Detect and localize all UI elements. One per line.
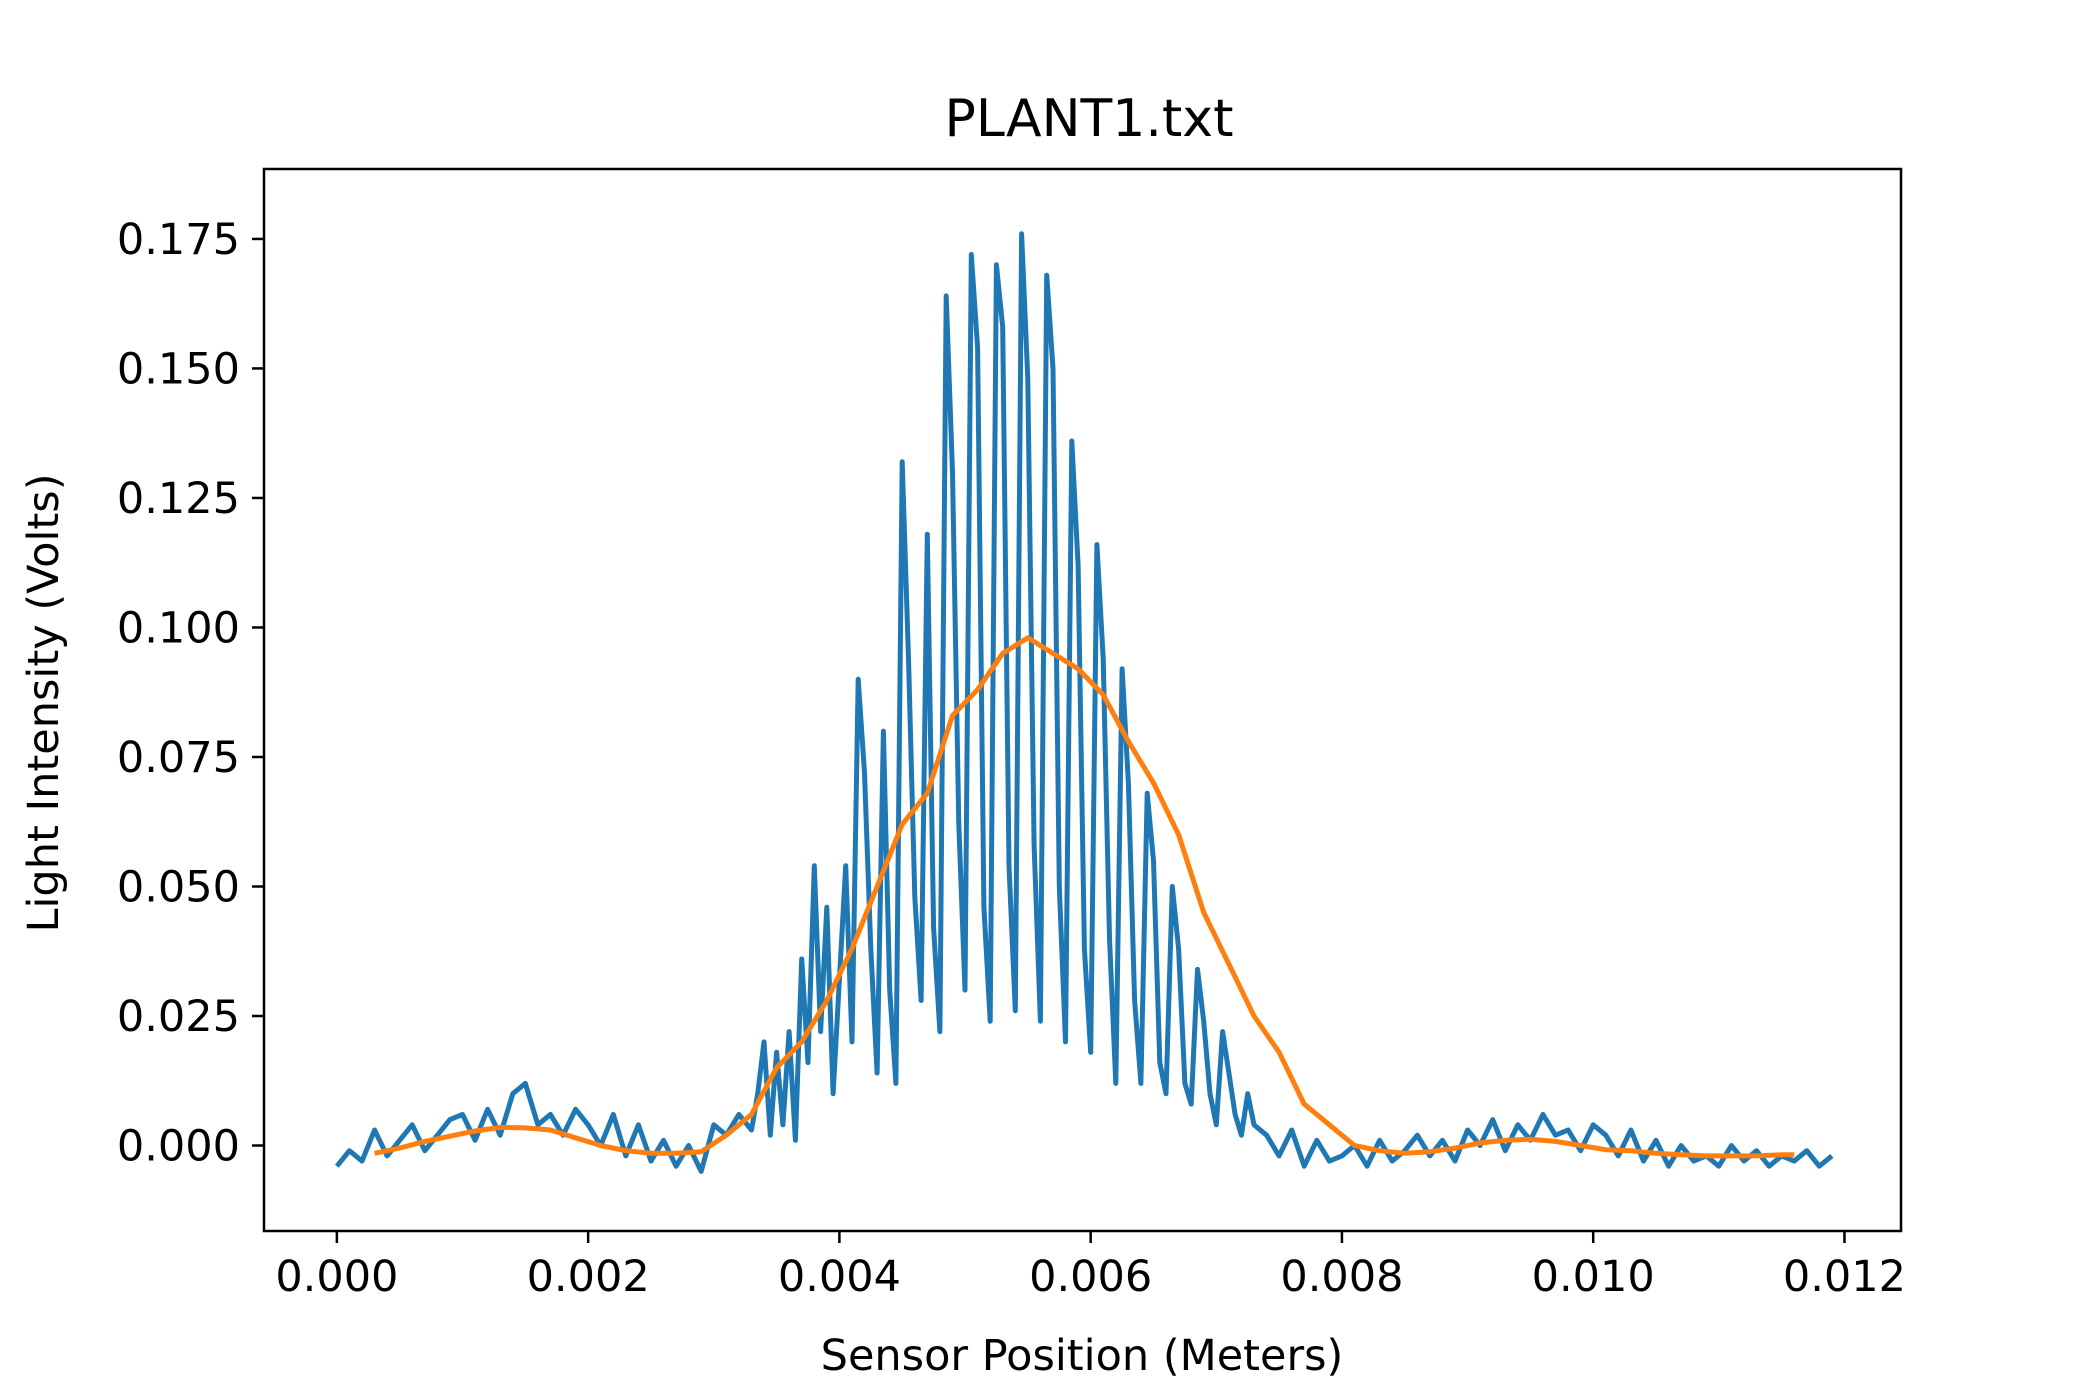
series-line-2 [374,635,1795,1159]
y-tick-label: 0.150 [117,344,240,394]
x-tick-label: 0.012 [1783,1252,1906,1302]
y-tick-label: 0.050 [117,862,240,912]
x-axis-label: Sensor Position (Meters) [821,1331,1344,1381]
x-axis: 0.000 0.002 0.004 0.006 0.008 0.010 0.012 [275,1231,1906,1302]
y-tick-label: 0.075 [117,733,240,783]
x-tick-label: 0.010 [1532,1252,1655,1302]
x-tick-label: 0.002 [527,1252,650,1302]
x-tick-label: 0.008 [1280,1252,1403,1302]
x-tick-label: 0.000 [275,1252,398,1302]
y-tick-label: 0.025 [117,992,240,1042]
chart-title: PLANT1.txt [945,89,1234,149]
y-tick-label: 0.100 [117,603,240,653]
y-axis-label: Light Intensity (Volts) [19,474,69,933]
series-layer [334,231,1834,1174]
y-axis: 0.000 0.025 0.050 0.075 0.100 0.125 0.150 0.175 [117,215,264,1172]
x-tick-label: 0.006 [1029,1252,1152,1302]
x-tick-label: 0.004 [778,1252,901,1302]
y-tick-label: 0.000 [117,1122,240,1172]
y-tick-label: 0.175 [117,215,240,265]
plot-frame [262,167,1903,1233]
y-tick-label: 0.125 [117,474,240,524]
